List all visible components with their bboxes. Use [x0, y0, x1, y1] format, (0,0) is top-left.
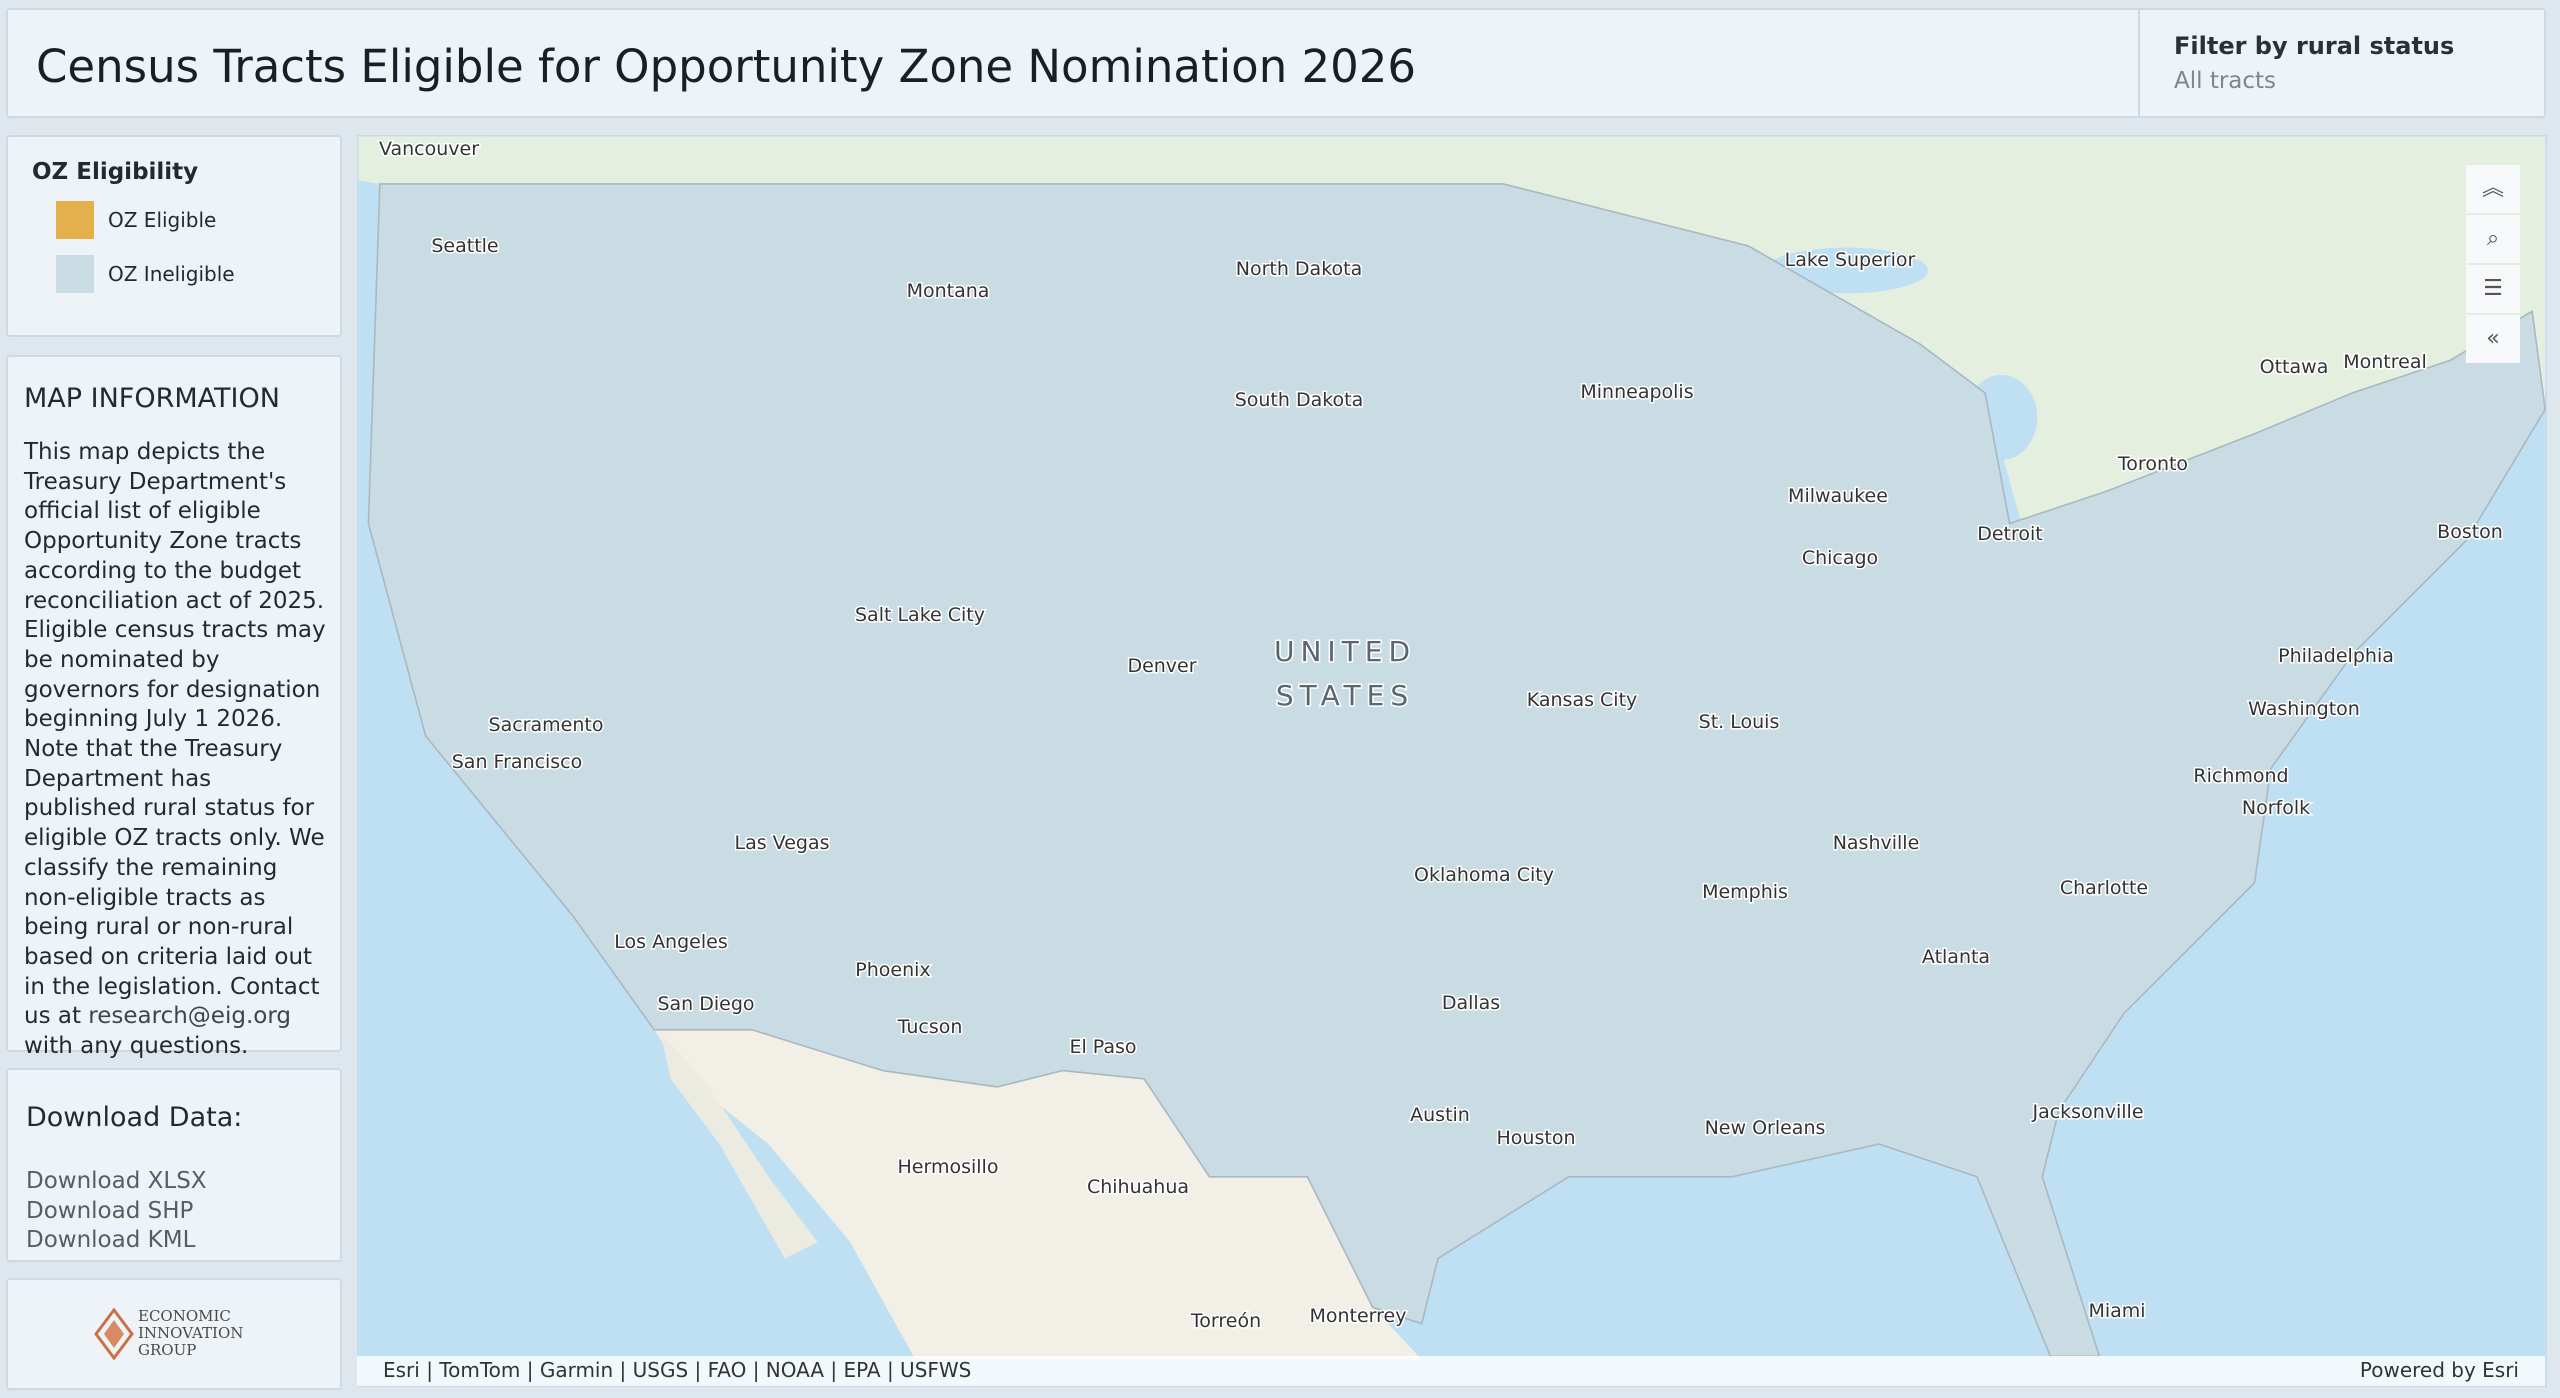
- city-label: Toronto: [2117, 453, 2188, 475]
- city-label: Dallas: [1442, 992, 1500, 1014]
- collapse-button[interactable]: ︽: [2466, 165, 2520, 213]
- info-body: This map depicts the Treasury Department…: [24, 439, 326, 1030]
- city-label: Philadelphia: [2278, 645, 2394, 667]
- mexico: [654, 1029, 1422, 1360]
- filter-label: Filter by rural status: [2174, 32, 2455, 60]
- swatch: [56, 201, 94, 239]
- swatch: [56, 255, 94, 293]
- download-title: Download Data:: [26, 1102, 243, 1133]
- logo-line: GROUP: [138, 1341, 197, 1359]
- filter[interactable]: Filter by rural status All tracts: [2138, 10, 2454, 116]
- city-label: El Paso: [1069, 1036, 1136, 1058]
- city-label: Monterrey: [1309, 1305, 1406, 1327]
- city-label: Austin: [1410, 1104, 1470, 1126]
- logo-line: ECONOMIC: [138, 1307, 231, 1325]
- city-label: Minneapolis: [1580, 381, 1693, 403]
- city-label: San Francisco: [452, 751, 583, 773]
- city-label: Chihuahua: [1087, 1176, 1189, 1198]
- city-label: Detroit: [1977, 523, 2043, 545]
- city-label: San Diego: [657, 993, 754, 1015]
- search-button[interactable]: ⌕: [2466, 215, 2520, 263]
- city-label: Hermosillo: [898, 1156, 999, 1178]
- city-label: St. Louis: [1699, 711, 1780, 733]
- city-label: Seattle: [431, 235, 498, 257]
- filter-value[interactable]: All tracts: [2174, 68, 2277, 94]
- city-label: Montreal: [2343, 351, 2427, 373]
- legend-label: OZ Ineligible: [108, 262, 235, 286]
- expand-button[interactable]: «: [2466, 315, 2520, 363]
- city-label: Miami: [2088, 1300, 2145, 1322]
- legend-item: OZ Ineligible: [56, 255, 340, 293]
- download-panel: Download Data: Download XLSX Download SH…: [6, 1068, 342, 1262]
- city-label: North Dakota: [1236, 258, 1363, 280]
- city-label: Montana: [907, 280, 990, 302]
- logo-text: ECONOMIC INNOVATION GROUP: [138, 1308, 243, 1359]
- city-label: Salt Lake City: [855, 604, 985, 626]
- city-label: Ottawa: [2260, 356, 2329, 378]
- country-label: UNITED: [1274, 635, 1416, 668]
- page-title: Census Tracts Eligible for Opportunity Z…: [36, 40, 1417, 93]
- city-label: Norfolk: [2242, 797, 2310, 819]
- layer-list-button[interactable]: ☰: [2466, 265, 2520, 313]
- city-label: Phoenix: [855, 959, 930, 981]
- city-label: Milwaukee: [1788, 485, 1888, 507]
- info-end: with any questions.: [24, 1033, 249, 1060]
- legend-item: OZ Eligible: [56, 201, 340, 239]
- attribution: Esri | TomTom | Garmin | USGS | FAO | NO…: [383, 1358, 972, 1382]
- city-label: Chicago: [1802, 547, 1878, 569]
- download-link[interactable]: Download KML: [26, 1227, 196, 1254]
- city-label: Charlotte: [2060, 877, 2148, 899]
- info-text: This map depicts the Treasury Department…: [24, 438, 328, 1062]
- city-label: Memphis: [1702, 881, 1788, 903]
- country-label: STATES: [1276, 679, 1414, 712]
- download-link[interactable]: Download XLSX: [26, 1168, 207, 1194]
- city-label: Nashville: [1833, 832, 1920, 854]
- city-label: Lake Superior: [1785, 249, 1916, 271]
- legend: OZ Eligibility OZ Eligible OZ Ineligible: [6, 135, 342, 337]
- logo[interactable]: ECONOMIC INNOVATION GROUP: [6, 1278, 342, 1390]
- city-label: New Orleans: [1705, 1117, 1826, 1139]
- city-label: Los Angeles: [614, 931, 727, 953]
- city-label: Oklahoma City: [1414, 864, 1554, 886]
- city-label: Tucson: [897, 1016, 963, 1038]
- city-label: Richmond: [2193, 765, 2288, 787]
- basemap: [358, 136, 2546, 1360]
- city-label: Las Vegas: [735, 832, 830, 854]
- attribution-bar: Esri | TomTom | Garmin | USGS | FAO | NO…: [357, 1356, 2545, 1386]
- download-link[interactable]: Download SHP: [26, 1197, 194, 1224]
- city-label: South Dakota: [1235, 389, 1364, 411]
- map-information: MAP INFORMATION This map depicts the Tre…: [6, 355, 342, 1059]
- city-label: Denver: [1127, 655, 1196, 677]
- header: Census Tracts Eligible for Opportunity Z…: [6, 8, 2546, 118]
- logo-mark: [94, 1308, 134, 1360]
- map-labels: UNITED STATES Vancouver Seattle Montana Nor…: [377, 137, 2504, 1334]
- city-label: Vancouver: [379, 138, 479, 160]
- city-label: Atlanta: [1922, 946, 1990, 968]
- city-label: Jacksonville: [2031, 1101, 2143, 1123]
- city-label: Kansas City: [1527, 689, 1638, 711]
- legend-label: OZ Eligible: [108, 208, 217, 232]
- city-label: Torreón: [1190, 1310, 1261, 1332]
- email-link[interactable]: research@eig.org: [88, 1003, 291, 1030]
- powered-by[interactable]: Powered by Esri: [2359, 1358, 2519, 1382]
- city-label: Washington: [2248, 698, 2360, 720]
- city-label: Sacramento: [489, 714, 604, 736]
- map[interactable]: UNITED STATES Vancouver Seattle Montana Nor…: [357, 135, 2547, 1387]
- logo-line: INNOVATION: [138, 1324, 244, 1342]
- city-label: Boston: [2437, 521, 2503, 543]
- info-title: MAP INFORMATION: [24, 383, 280, 414]
- legend-title: OZ Eligibility: [32, 159, 199, 185]
- city-label: Houston: [1497, 1127, 1576, 1149]
